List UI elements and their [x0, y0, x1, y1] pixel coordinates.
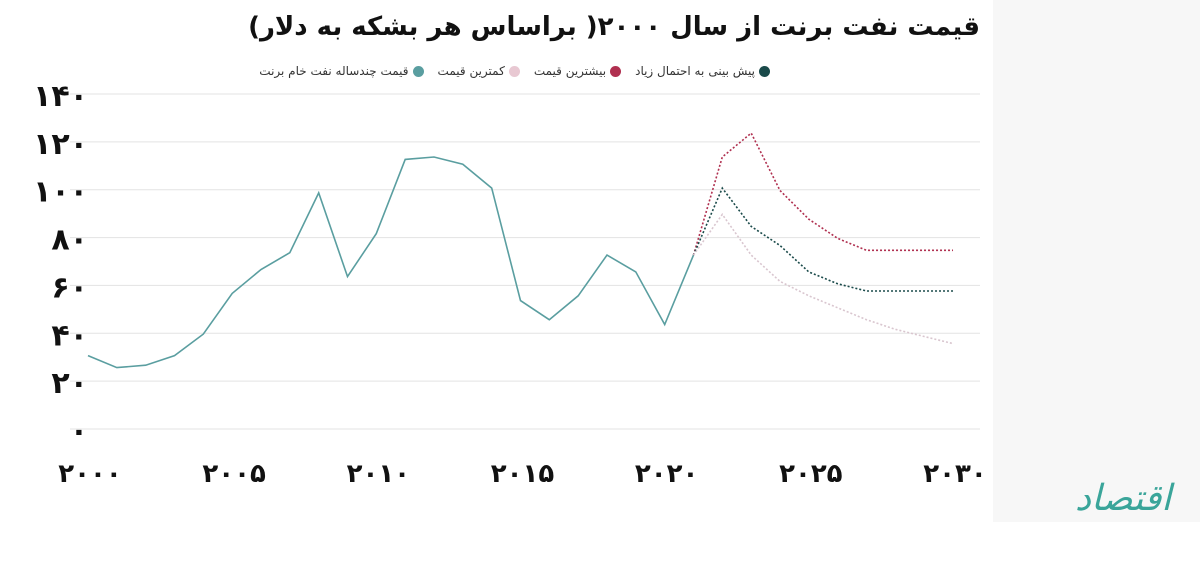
legend-dot-min: [508, 65, 520, 77]
x-tick-label-2020: ۲۰۲۰: [635, 459, 698, 489]
legend-label-likely: به احتمال زیاد: [635, 64, 705, 78]
y-tick-label-20: ۲۰: [51, 366, 88, 401]
x-tick-label-2015: ۲۰۱۵: [491, 459, 555, 489]
x-tick-label-2010: ۲۰۱۰: [347, 459, 410, 489]
y-tick-label-120: ۱۲۰: [33, 127, 88, 162]
legend-dot-historical: [412, 65, 424, 77]
series-line-3: [692, 213, 954, 345]
legend-label-min: کمترین قیمت: [437, 64, 505, 78]
y-tick-label-80: ۸۰: [51, 223, 88, 258]
legend-item-min: کمترین قیمت: [438, 64, 520, 78]
legend-item-forecast-likely: پیش بینی به احتمال زیاد: [635, 64, 770, 78]
legend-label-historical: قیمت چندساله نفت خام برنت: [259, 64, 409, 78]
legend-item-historical: قیمت چندساله نفت خام برنت: [259, 64, 424, 78]
side-strip: [993, 0, 1200, 522]
legend-label-forecast: پیش بینی: [708, 64, 755, 78]
series-line-2: [692, 186, 953, 292]
x-tick-label-2000: ۲۰۰۰: [58, 459, 121, 489]
legend-label-max: بیشترین قیمت: [533, 64, 607, 78]
y-tick-label-100: ۱۰۰: [33, 175, 88, 210]
y-tick-label-60: ۶۰: [51, 270, 88, 305]
legend-dot-max: [610, 65, 622, 77]
y-tick-label-140: ۱۴۰: [33, 79, 88, 114]
x-tick-label-2030: ۲۰۳۰: [923, 459, 986, 489]
brand-logo: اقتصاد: [1075, 478, 1172, 519]
chart-title: قیمت نفت برنت از سال ۲۰۰۰( براساس هر بشک…: [248, 12, 980, 42]
series-line-0: [87, 156, 695, 369]
legend-dot-forecast-likely: [759, 65, 770, 77]
x-tick-label-2005: ۲۰۰۵: [202, 459, 266, 489]
legend-item-max: بیشترین قیمت: [533, 64, 622, 78]
y-tick-label-40: ۴۰: [51, 318, 88, 353]
chart-plot: ۰ ۲۰ ۴۰ ۶۰ ۸۰ ۱۰۰ ۱۲۰ ۱۴۰ ۲۰۰۰ ۲۰۰۵ ۲۰۱۰ ۲۰۱۵ ۲۰۲۰ ۲۰…: [33, 79, 987, 489]
series-line-1: [692, 131, 953, 256]
y-tick-label-0: ۰: [70, 414, 88, 449]
x-tick-label-2025: ۲۰۲۵: [779, 459, 843, 489]
chart-legend: پیش بینی به احتمال زیاد بیشترین قیمت کمت…: [259, 64, 770, 78]
chart-panel: [0, 0, 993, 522]
